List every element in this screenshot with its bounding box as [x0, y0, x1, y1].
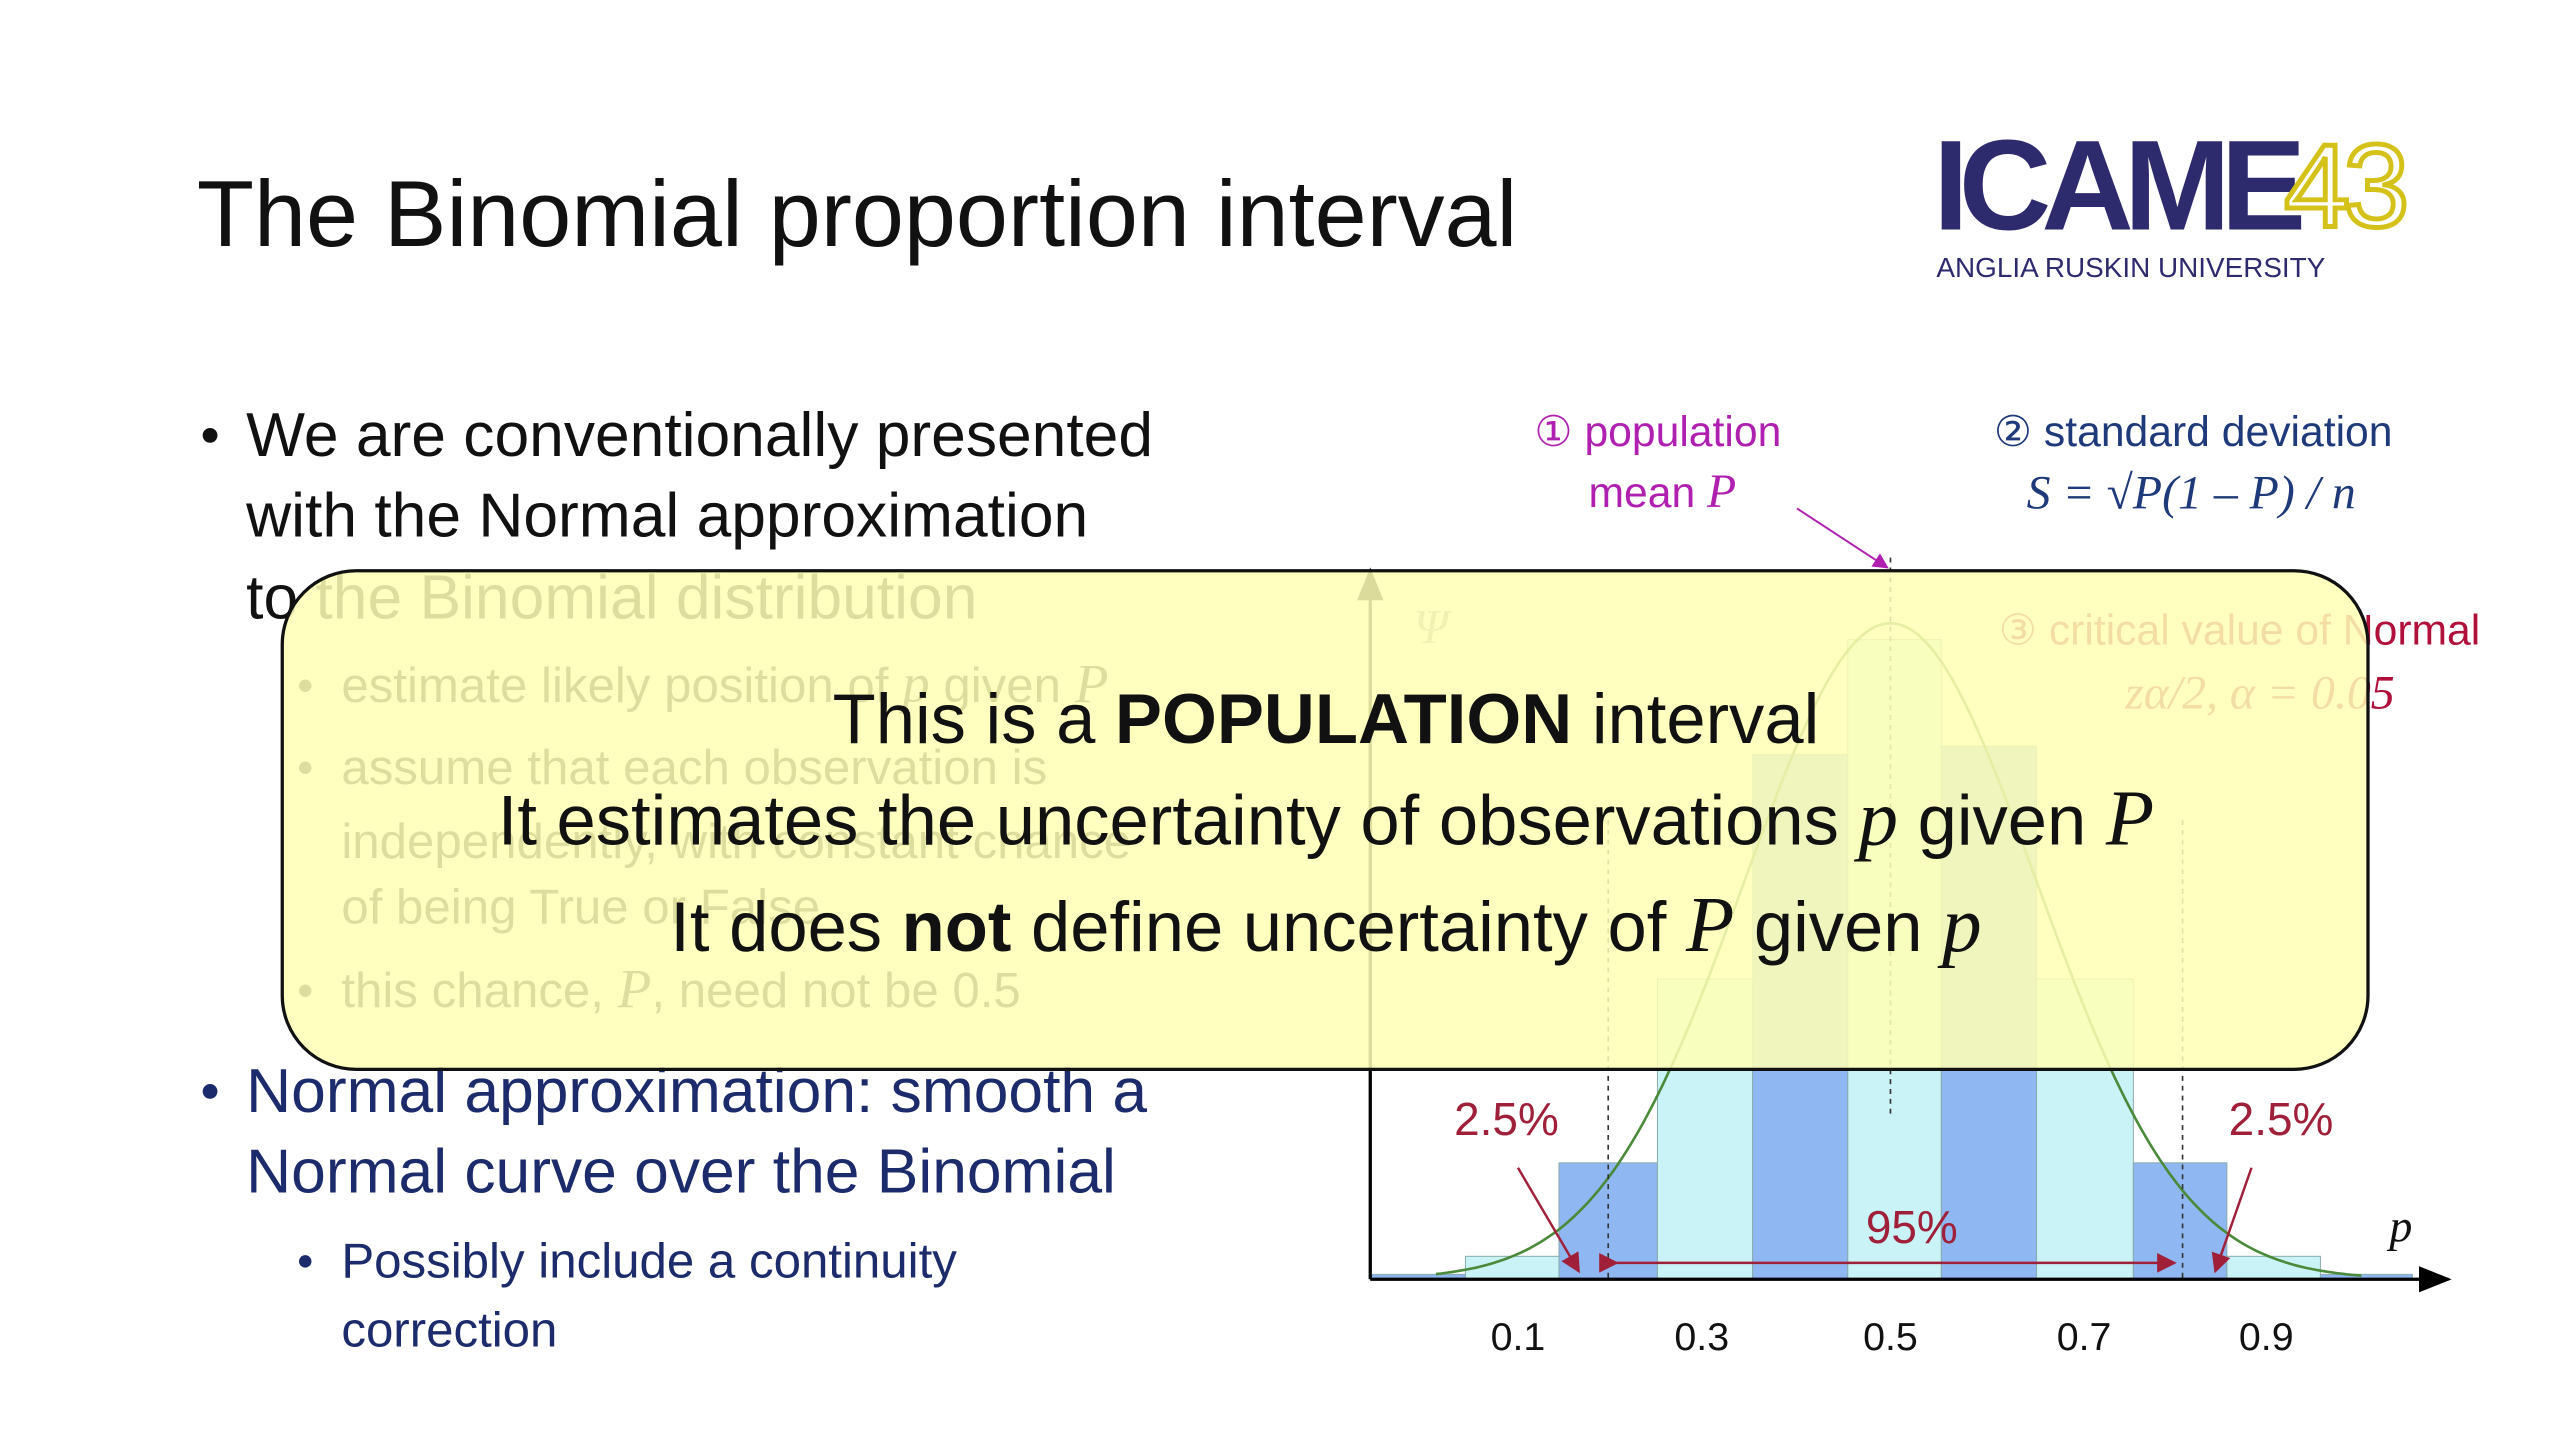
bullet-text: correction	[341, 1303, 557, 1358]
center-label: 95%	[1866, 1201, 1958, 1253]
x-tick-label: 0.5	[1863, 1315, 1918, 1359]
text-span: It does	[670, 887, 901, 966]
tail-arrow	[2211, 1167, 2253, 1274]
callout-line: This is a POPULATION interval	[833, 679, 1820, 758]
text-span: given	[1898, 781, 2106, 860]
text-span: P	[1685, 882, 1734, 969]
text-span: interval	[1572, 679, 1819, 758]
bullet-dot	[298, 1255, 312, 1268]
annotation: S = √P(1 – P) / n	[2027, 466, 2356, 519]
text-span: P	[2105, 776, 2154, 863]
text-span: mean	[1589, 469, 1708, 517]
text-span: define uncertainty of	[1011, 887, 1686, 966]
text-span: This is a	[833, 679, 1115, 758]
text-span: We are conventionally presented	[246, 401, 1153, 470]
logo-university: ANGLIA RUSKIN UNIVERSITY	[1936, 252, 2325, 283]
tail-arrow	[1516, 1167, 1580, 1274]
text-span: ① population	[1534, 408, 1781, 456]
x-tick-label: 0.3	[1674, 1315, 1729, 1359]
bullet-text: We are conventionally presented	[246, 401, 1153, 470]
text-span: given	[1734, 887, 1942, 966]
text-span: P	[1706, 465, 1736, 518]
mean-arrow	[1796, 507, 1889, 569]
text-span: S = √P(1 – P) / n	[2027, 466, 2356, 519]
text-span: p	[1937, 882, 1982, 969]
tail-label: 2.5%	[2229, 1093, 2334, 1145]
text-span: ② standard deviation	[1994, 408, 2393, 456]
annotation: mean P	[1589, 465, 1737, 518]
bullet-text: Possibly include a continuity	[341, 1234, 957, 1289]
bullet-text: Normal curve over the Binomial	[246, 1137, 1116, 1206]
annotation: ② standard deviation	[1994, 408, 2393, 456]
bullet-dot	[202, 1084, 218, 1099]
logo-main: ICAME	[1933, 115, 2302, 258]
text-span: with the Normal approximation	[245, 481, 1088, 550]
x-tick-label: 0.9	[2239, 1315, 2294, 1359]
text-span: correction	[341, 1303, 557, 1358]
x-axis-label: p	[2386, 1201, 2412, 1252]
x-tick-label: 0.7	[2057, 1315, 2112, 1359]
callout: This is a POPULATION interval It estimate…	[498, 679, 2154, 969]
text-span: not	[902, 887, 1012, 966]
text-span: Possibly include a continuity	[341, 1234, 957, 1289]
bullet-text: with the Normal approximation	[245, 481, 1088, 550]
logo-number: 43	[2284, 120, 2404, 252]
text-span: It estimates the uncertainty of observat…	[498, 781, 1859, 860]
text-span: Normal curve over the Binomial	[246, 1137, 1116, 1206]
callout-line: It does not define uncertainty of P give…	[670, 882, 1981, 969]
callout-box	[280, 569, 2370, 1071]
text-span: p	[1854, 776, 1899, 863]
slide-title: The Binomial proportion interval	[197, 161, 1517, 266]
tail-label: 2.5%	[1454, 1093, 1559, 1145]
callout-line: It estimates the uncertainty of observat…	[498, 776, 2154, 863]
x-tick-label: 0.1	[1491, 1315, 1546, 1359]
bullet-dot	[202, 427, 218, 443]
text-span: POPULATION	[1115, 679, 1572, 758]
annotation: ① population	[1534, 408, 1781, 456]
